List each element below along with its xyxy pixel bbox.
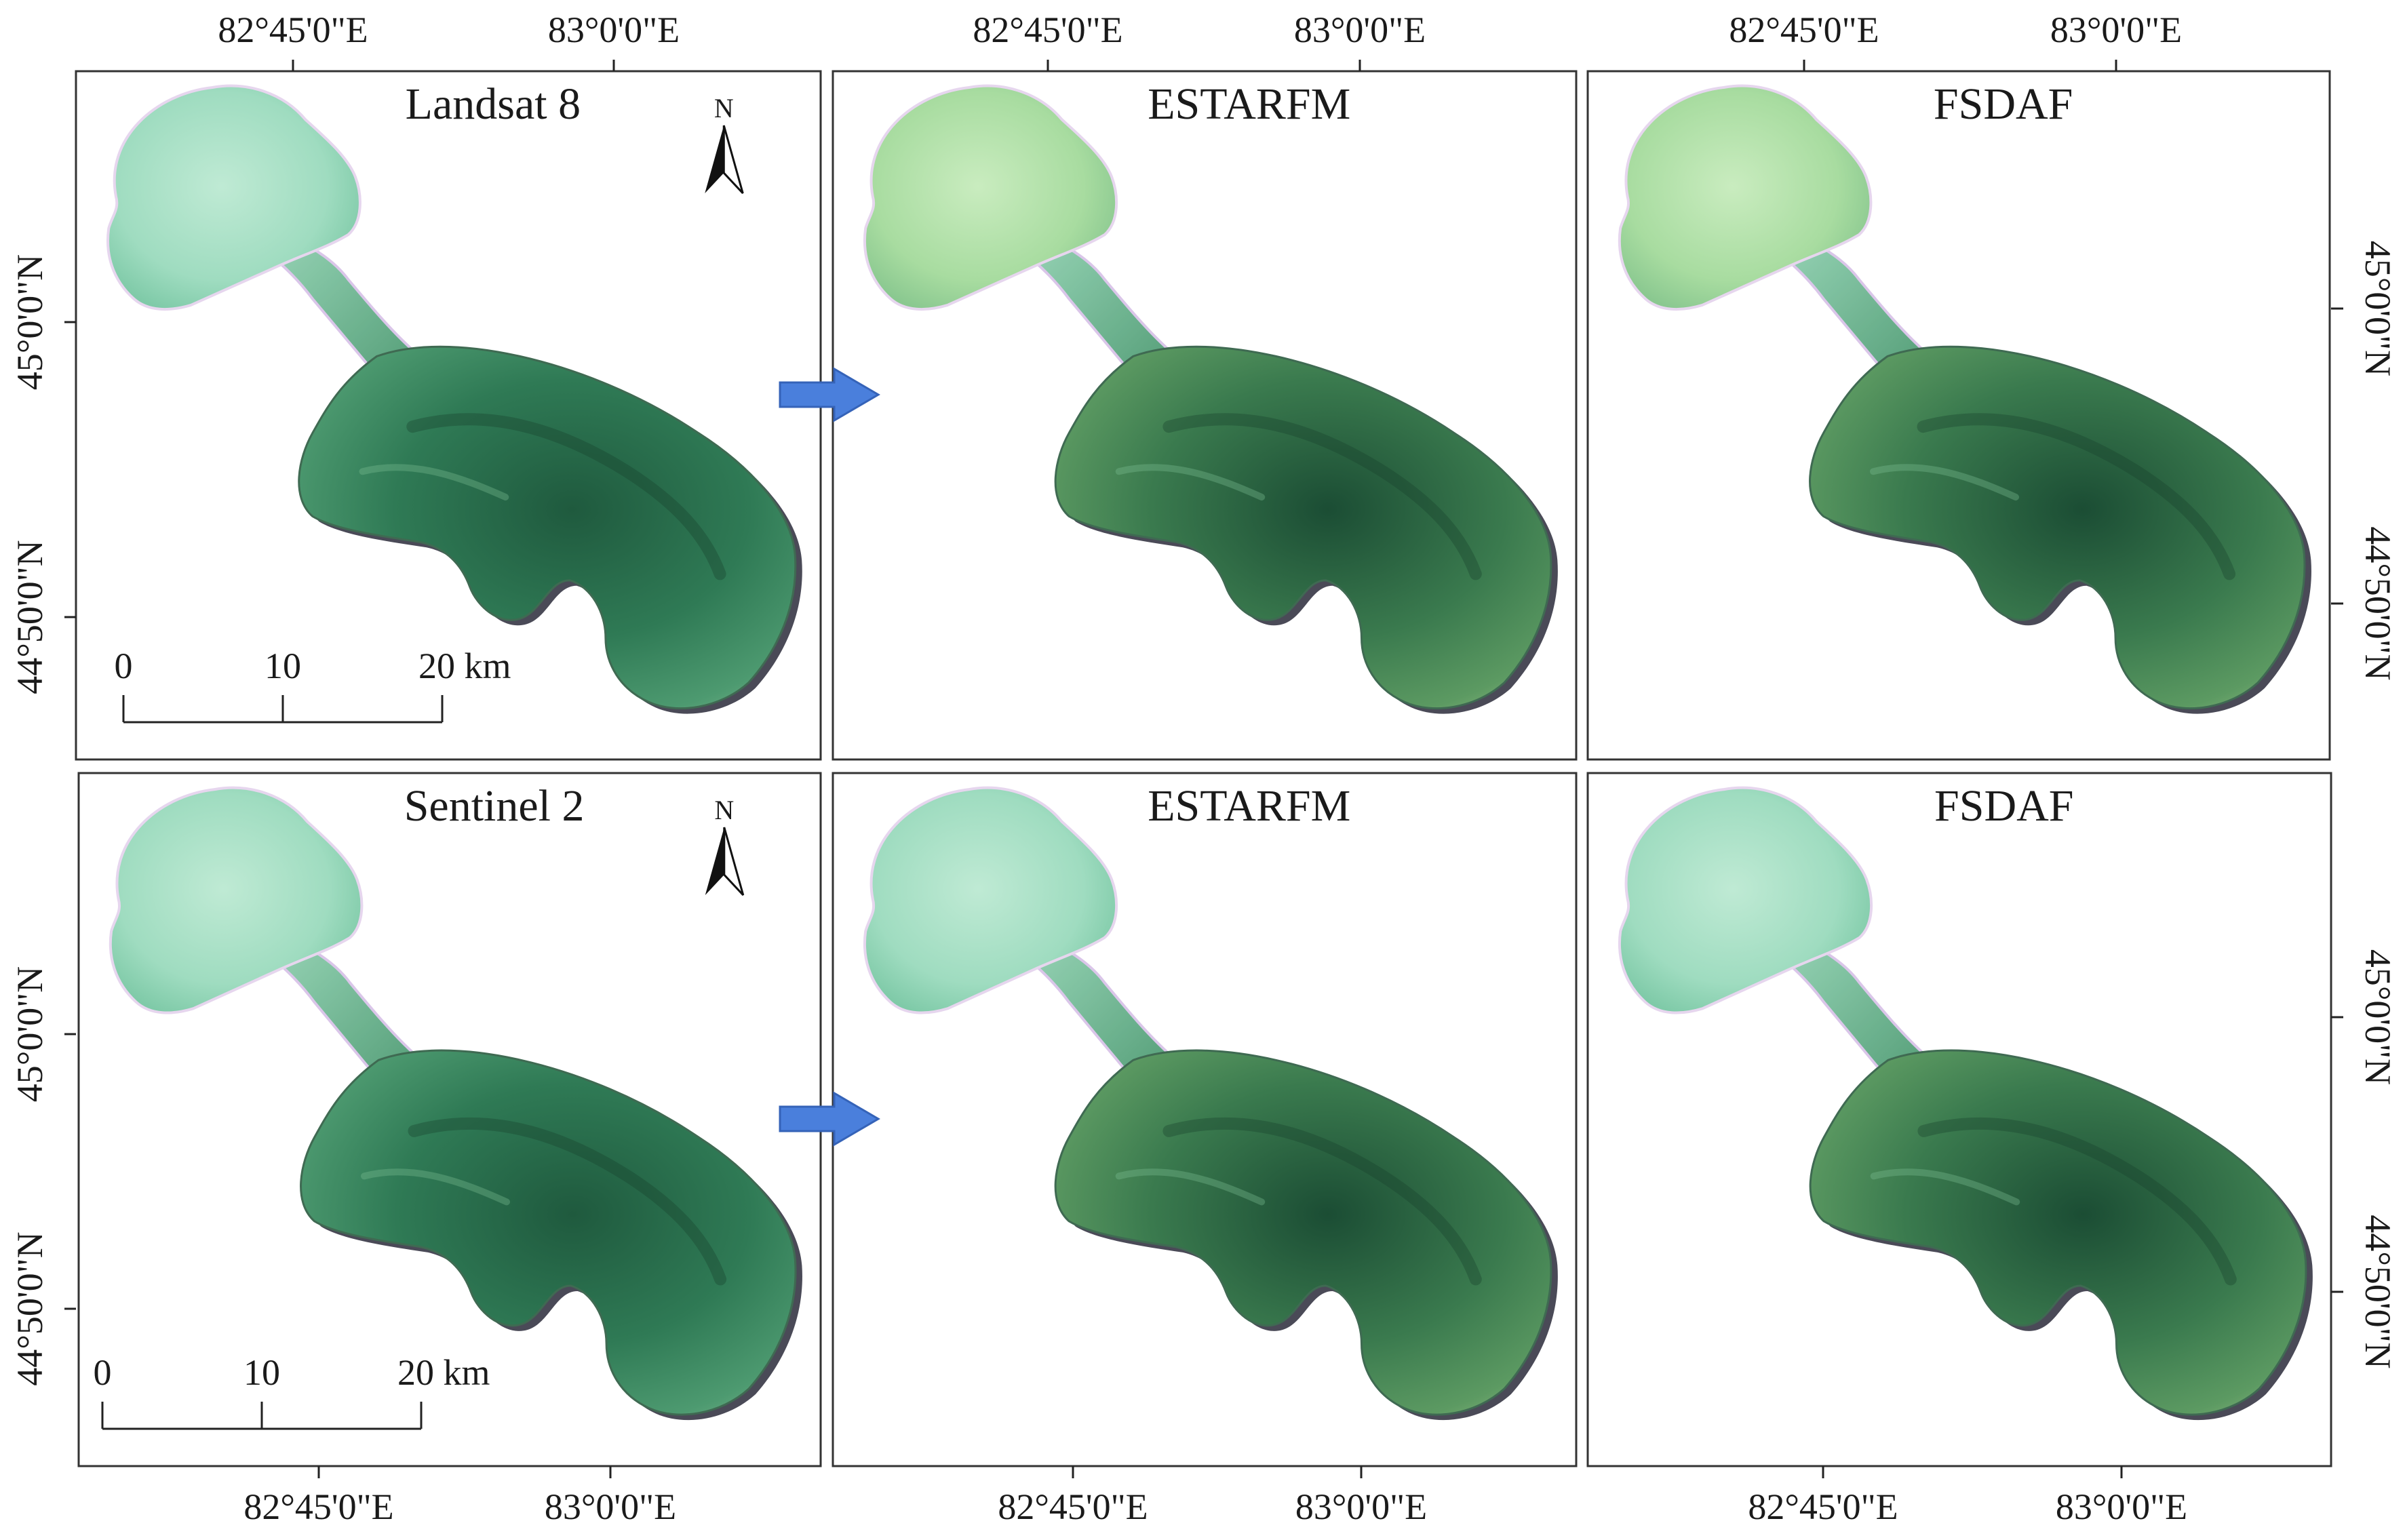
scale-label: 20 km [418, 646, 511, 686]
lat-tick-label: 45°0'0"N [2358, 949, 2398, 1085]
lat-tick-label: 44°50'0"N [9, 1231, 50, 1385]
scale-label: 0 [115, 646, 133, 686]
map-panel-1: Landsat 8 N 0 10 20 km [75, 70, 822, 761]
lon-tick-label: 82°45'0"E [243, 1486, 393, 1527]
map-panel-2: ESTARFM [832, 70, 1578, 761]
lat-tick-label: 44°50'0"N [2358, 1215, 2398, 1368]
north-label: N [714, 795, 734, 825]
lon-tick-label: 83°0'0"E [548, 9, 680, 50]
lake-image [106, 84, 802, 714]
north-arrow-icon: N [705, 795, 745, 896]
north-arrow-icon: N [705, 93, 744, 195]
lon-tick-label: 83°0'0"E [2056, 1486, 2187, 1527]
lat-tick-label: 44°50'0"N [2358, 526, 2398, 680]
flow-arrow-icon [779, 367, 880, 422]
scale-label: 20 km [397, 1352, 490, 1393]
north-label: N [714, 93, 734, 123]
lon-tick-label: 82°45'0"E [218, 9, 368, 50]
lon-tick-label: 83°0'0"E [1295, 1486, 1427, 1527]
lake-image [863, 786, 1558, 1421]
panel-title: FSDAF [1934, 79, 2073, 129]
flow-arrow-icon [779, 1091, 880, 1147]
lon-tick-label: 83°0'0"E [545, 1486, 676, 1527]
panel-title: FSDAF [1934, 781, 2073, 831]
lon-tick-label: 82°45'0"E [973, 9, 1122, 50]
scale-bar: 0 10 20 km [94, 1352, 490, 1430]
lake-image [109, 786, 802, 1421]
lon-tick-label: 82°45'0"E [998, 1486, 1148, 1527]
scale-label: 0 [94, 1352, 112, 1393]
map-panel-4: Sentinel 2 N 0 10 20 km [77, 772, 822, 1467]
lon-tick-label: 83°0'0"E [2050, 9, 2182, 50]
lake-image [1618, 786, 2313, 1421]
lat-tick-label: 45°0'0"N [9, 966, 50, 1102]
lat-tick-label: 44°50'0"N [9, 540, 50, 694]
scale-label: 10 [265, 646, 301, 686]
map-panel-6: FSDAF [1586, 772, 2332, 1467]
lat-tick-label: 45°0'0"N [2358, 241, 2398, 376]
lon-tick-label: 82°45'0"E [1748, 1486, 1898, 1527]
scale-bar: 0 10 20 km [115, 646, 511, 724]
map-panel-5: ESTARFM [832, 772, 1578, 1467]
panel-title: ESTARFM [1148, 781, 1350, 831]
lat-tick-label: 45°0'0"N [9, 254, 50, 390]
lon-tick-label: 83°0'0"E [1294, 9, 1426, 50]
lake-image [863, 84, 1558, 714]
panel-title: Landsat 8 [406, 79, 581, 129]
panel-title: Sentinel 2 [404, 781, 585, 831]
panel-title: ESTARFM [1148, 79, 1350, 129]
lon-tick-label: 82°45'0"E [1729, 9, 1879, 50]
labels-layer: 82°45'0"E 83°0'0"E 82°45'0"E 83°0'0"E 82°45'… [9, 9, 2398, 1527]
panels-layer: Landsat 8 N 0 10 20 km ESTARFM FSDAF Sentinel 2… [75, 70, 2332, 1467]
lake-image [1618, 84, 2311, 714]
scale-label: 10 [243, 1352, 280, 1393]
map-panel-3: FSDAF [1586, 70, 2331, 761]
